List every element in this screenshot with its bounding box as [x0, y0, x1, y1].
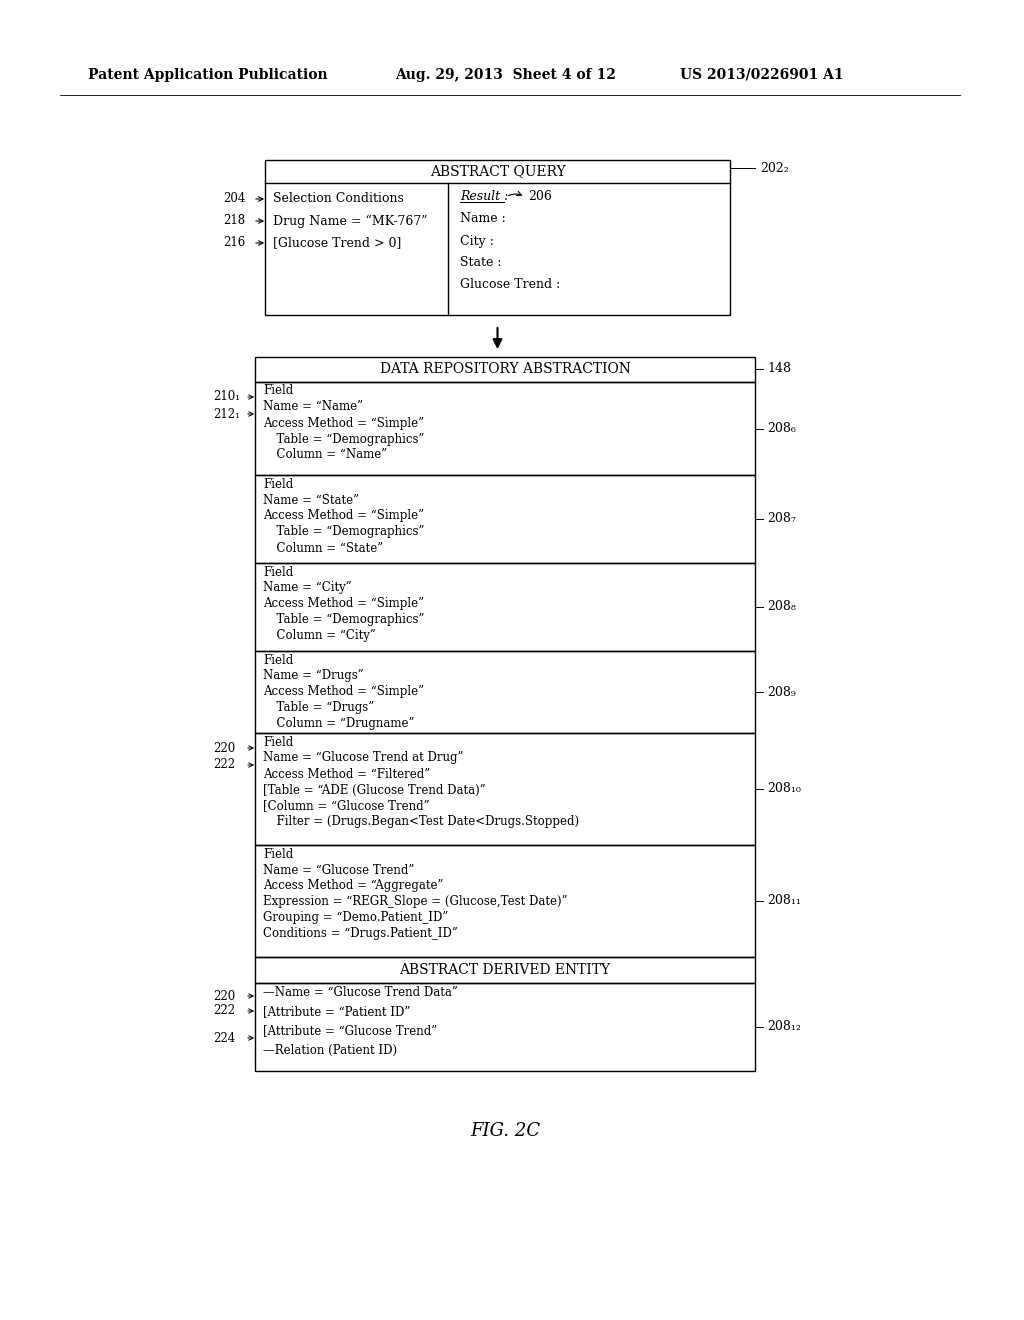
Text: 222: 222	[213, 759, 236, 771]
Text: Drug Name = “MK-767”: Drug Name = “MK-767”	[273, 214, 427, 227]
Text: [Column = “Glucose Trend”: [Column = “Glucose Trend”	[263, 800, 430, 813]
Text: Name = “Glucose Trend at Drug”: Name = “Glucose Trend at Drug”	[263, 751, 464, 764]
Text: Table = “Demographics”: Table = “Demographics”	[269, 525, 425, 539]
Text: Access Method = “Simple”: Access Method = “Simple”	[263, 685, 424, 698]
Bar	[255, 845, 755, 957]
Text: Access Method = “Filtered”: Access Method = “Filtered”	[263, 767, 430, 780]
Bar	[255, 733, 755, 845]
Text: Table = “Drugs”: Table = “Drugs”	[269, 701, 374, 714]
Text: 204: 204	[223, 193, 246, 206]
Bar	[255, 651, 755, 733]
Text: Table = “Demographics”: Table = “Demographics”	[269, 433, 425, 446]
Text: 208₉: 208₉	[767, 685, 796, 698]
Text: 202₂: 202₂	[760, 161, 788, 174]
Text: 208₆: 208₆	[767, 422, 796, 436]
Text: —Name = “Glucose Trend Data”: —Name = “Glucose Trend Data”	[263, 986, 458, 999]
Text: [Glucose Trend > 0]: [Glucose Trend > 0]	[273, 236, 401, 249]
Text: [Table = “ADE (Glucose Trend Data)”: [Table = “ADE (Glucose Trend Data)”	[263, 784, 485, 796]
Text: 220: 220	[213, 990, 236, 1002]
Bar	[255, 564, 755, 651]
Text: Name = “State”: Name = “State”	[263, 494, 359, 507]
Text: Aug. 29, 2013  Sheet 4 of 12: Aug. 29, 2013 Sheet 4 of 12	[395, 69, 615, 82]
Text: ABSTRACT QUERY: ABSTRACT QUERY	[430, 164, 565, 178]
Text: Result :: Result :	[460, 190, 508, 203]
Text: State :: State :	[460, 256, 502, 269]
Text: [Attribute = “Glucose Trend”: [Attribute = “Glucose Trend”	[263, 1024, 437, 1038]
Text: 224: 224	[213, 1031, 236, 1044]
Text: 222: 222	[213, 1005, 236, 1018]
Bar	[265, 160, 730, 315]
Text: Field: Field	[263, 384, 293, 397]
Text: Access Method = “Simple”: Access Method = “Simple”	[263, 510, 424, 523]
Text: 212₁: 212₁	[213, 408, 240, 421]
Text: 148: 148	[767, 363, 791, 375]
Text: Selection Conditions: Selection Conditions	[273, 193, 403, 206]
Text: 210₁: 210₁	[213, 391, 240, 404]
Text: 218: 218	[223, 214, 245, 227]
Text: Name = “Name”: Name = “Name”	[263, 400, 364, 413]
Text: 206: 206	[528, 190, 552, 203]
Text: Field: Field	[263, 735, 293, 748]
Bar	[255, 475, 755, 564]
Text: Field: Field	[263, 847, 293, 861]
Text: Name = “Glucose Trend”: Name = “Glucose Trend”	[263, 863, 415, 876]
Text: FIG. 2C: FIG. 2C	[470, 1122, 540, 1140]
Text: 208₁₂: 208₁₂	[767, 1020, 801, 1034]
Text: Name :: Name :	[460, 213, 506, 226]
Text: US 2013/0226901 A1: US 2013/0226901 A1	[680, 69, 844, 82]
Text: Field: Field	[263, 565, 293, 578]
Text: [Attribute = “Patient ID”: [Attribute = “Patient ID”	[263, 1006, 411, 1019]
Text: Field: Field	[263, 478, 293, 491]
Text: Column = “Name”: Column = “Name”	[269, 449, 387, 462]
Text: 216: 216	[223, 236, 246, 249]
Text: ABSTRACT DERIVED ENTITY: ABSTRACT DERIVED ENTITY	[399, 964, 610, 977]
Text: Name = “Drugs”: Name = “Drugs”	[263, 669, 364, 682]
Text: Access Method = “Simple”: Access Method = “Simple”	[263, 417, 424, 429]
Text: 208₈: 208₈	[767, 601, 796, 614]
Text: —Relation (Patient ID): —Relation (Patient ID)	[263, 1044, 397, 1056]
Text: 208₁₁: 208₁₁	[767, 895, 801, 908]
Text: DATA REPOSITORY ABSTRACTION: DATA REPOSITORY ABSTRACTION	[380, 362, 631, 376]
Bar	[255, 957, 755, 983]
Text: Column = “City”: Column = “City”	[269, 630, 376, 643]
Bar	[255, 356, 755, 381]
Text: Filter = (Drugs.Began<Test Date<Drugs.Stopped): Filter = (Drugs.Began<Test Date<Drugs.St…	[269, 816, 580, 829]
Text: Grouping = “Demo.Patient_ID”: Grouping = “Demo.Patient_ID”	[263, 912, 449, 924]
Text: Access Method = “Simple”: Access Method = “Simple”	[263, 598, 424, 610]
Text: Column = “State”: Column = “State”	[269, 541, 383, 554]
Text: Expression = “REGR_Slope = (Glucose,Test Date)”: Expression = “REGR_Slope = (Glucose,Test…	[263, 895, 567, 908]
Text: Access Method = “Aggregate”: Access Method = “Aggregate”	[263, 879, 443, 892]
Text: Column = “Drugname”: Column = “Drugname”	[269, 718, 415, 730]
Text: Conditions = “Drugs.Patient_ID”: Conditions = “Drugs.Patient_ID”	[263, 928, 458, 940]
Text: 208₇: 208₇	[767, 512, 796, 525]
Text: 220: 220	[213, 742, 236, 755]
Text: Glucose Trend :: Glucose Trend :	[460, 279, 560, 292]
Text: 208₁₀: 208₁₀	[767, 783, 801, 796]
Text: Field: Field	[263, 653, 293, 667]
Text: City :: City :	[460, 235, 494, 248]
Text: Table = “Demographics”: Table = “Demographics”	[269, 614, 425, 627]
Text: Name = “City”: Name = “City”	[263, 582, 352, 594]
Bar	[255, 381, 755, 475]
Text: Patent Application Publication: Patent Application Publication	[88, 69, 328, 82]
Bar	[255, 983, 755, 1071]
